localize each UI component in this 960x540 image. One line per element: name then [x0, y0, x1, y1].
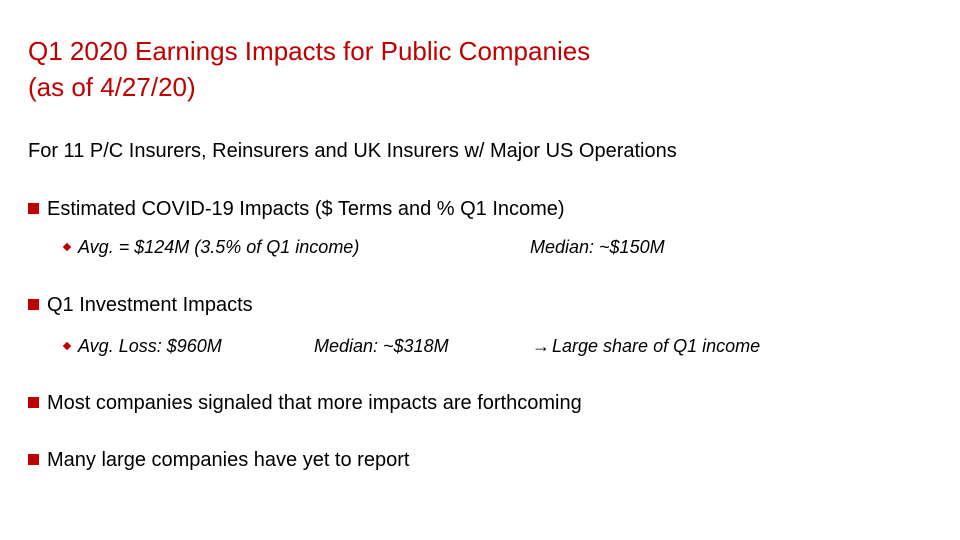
sub-bullet-avg-impact-text: Avg. = $124M (3.5% of Q1 income): [78, 237, 360, 257]
bullet-covid-impacts-text: Estimated COVID-19 Impacts ($ Terms and …: [47, 198, 565, 220]
slide-title: Q1 2020 Earnings Impacts for Public Comp…: [28, 33, 908, 105]
bullet-investment-impacts-text: Q1 Investment Impacts: [47, 294, 253, 316]
red-square-icon: [28, 454, 39, 465]
bullet-yet-to-report: Many large companies have yet to report: [28, 446, 409, 474]
large-share-note-text: Large share of Q1 income: [552, 336, 761, 356]
red-square-icon: [28, 203, 39, 214]
bullet-investment-impacts: Q1 Investment Impacts: [28, 291, 253, 319]
slide-title-line-2: (as of 4/27/20): [28, 72, 196, 102]
large-share-note: → Large share of Q1 income: [532, 333, 760, 359]
bullet-yet-to-report-text: Many large companies have yet to report: [47, 449, 410, 471]
red-diamond-icon: [62, 341, 72, 351]
median-impact-text: Median: ~$150M: [530, 237, 665, 257]
slide-subtitle: For 11 P/C Insurers, Reinsurers and UK I…: [28, 140, 677, 162]
sub-bullet-avg-loss: Avg. Loss: $960M: [62, 333, 222, 359]
bullet-covid-impacts: Estimated COVID-19 Impacts ($ Terms and …: [28, 195, 565, 223]
red-diamond-icon: [62, 242, 72, 252]
right-arrow-icon: →: [532, 336, 550, 356]
slide-title-line-1: Q1 2020 Earnings Impacts for Public Comp…: [28, 36, 591, 66]
red-square-icon: [28, 397, 39, 408]
sub-bullet-avg-loss-text: Avg. Loss: $960M: [78, 336, 222, 356]
bullet-more-impacts: Most companies signaled that more impact…: [28, 389, 582, 417]
red-square-icon: [28, 299, 39, 310]
median-loss-text: Median: ~$318M: [314, 336, 449, 356]
bullet-more-impacts-text: Most companies signaled that more impact…: [47, 392, 582, 414]
sub-bullet-avg-impact: Avg. = $124M (3.5% of Q1 income): [62, 234, 359, 260]
